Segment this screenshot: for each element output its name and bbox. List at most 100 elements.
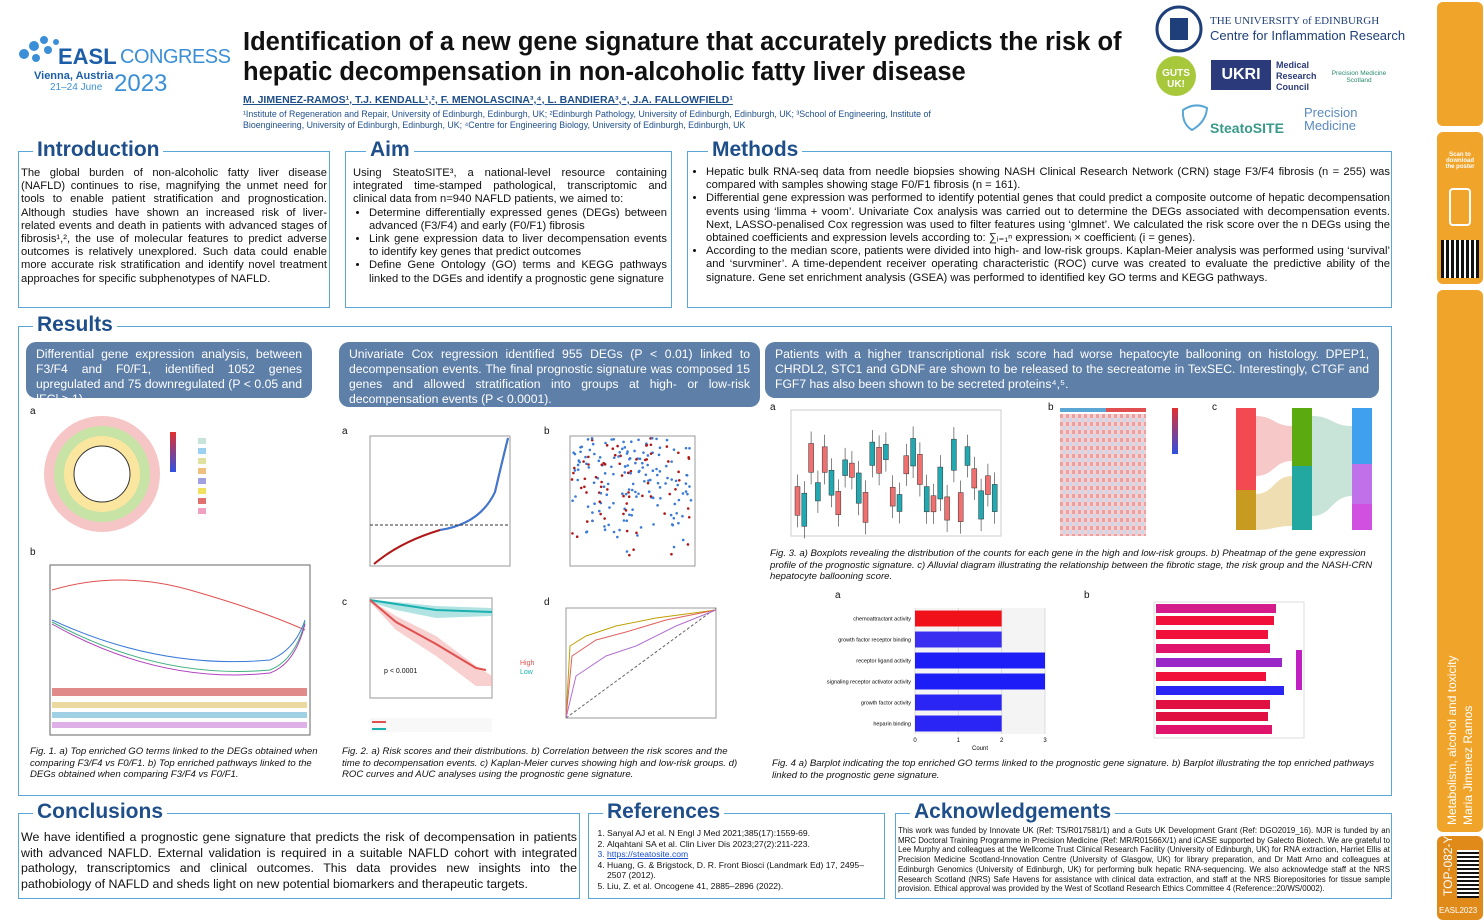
scatter-dot [655,473,659,477]
scatter-dot [612,437,616,441]
presenter-text: Maria Jimenez Ramos [1461,705,1475,825]
scatter-dot [677,451,680,455]
scatter-dot [649,443,653,447]
scatter-dot [641,494,644,498]
scatter-dot [625,452,629,455]
scatter-dot [686,543,690,546]
scatter-dot [620,474,624,477]
scatter-dot [618,451,622,454]
scatter-dot [646,481,650,485]
box [944,496,950,521]
scatter-dot [630,488,634,492]
scatter-dot [688,446,691,450]
scatter-dot [672,448,676,451]
scatter-dot [670,460,673,463]
scatter-dot [604,441,607,445]
logo-dots [19,36,59,62]
scatter-dot [616,535,619,539]
scatter-dot [586,505,590,508]
box [991,484,998,512]
scatter-dot [687,515,691,519]
box [883,444,889,460]
logo-year: 2023 [114,70,168,97]
fig1a-circos [44,416,206,532]
panel-label: b [1084,590,1090,601]
box [903,455,910,475]
scatter-dot [603,528,607,531]
scatter-dot [641,466,645,469]
scatter-dot [673,502,677,506]
uni-name: THE UNIVERSITY of EDINBURGH [1210,15,1380,27]
scatter-dot [618,528,621,532]
scatter-dot [685,473,689,477]
box [978,490,984,520]
scatter-dot [606,482,610,486]
scatter-dot [634,461,637,465]
box [808,443,814,473]
references-heading: References [603,800,725,824]
scatter-dot [579,450,582,454]
scatter-dot [655,467,658,471]
scatter-dot [590,437,594,440]
fig2b-scatter [569,435,696,567]
scatter-dot [571,499,574,503]
scatter-dot [621,492,624,495]
scatter-dot [658,470,662,473]
figure-caption: Fig. 1. a) Top enriched GO terms linked … [30,746,318,780]
x-tick-label: 0 [913,738,917,744]
scatter-dot [600,480,603,484]
box [951,438,957,471]
code-text: TOP-082-YI [1441,832,1455,896]
methods-heading: Methods [708,138,803,162]
scatter-dot [593,452,596,456]
fig1b-gsea [49,564,311,736]
bar [915,610,1002,627]
scatter-dot [598,456,602,459]
scatter-dot [572,451,575,454]
sidebar-brand [1437,2,1483,126]
scatter-dot [646,463,649,467]
box [937,466,944,500]
introduction-text: The global burden of non-alcoholic fatty… [21,167,327,285]
scatter-dot [592,481,596,485]
panel-label: b [30,547,36,558]
scatter-dot [577,459,581,462]
scatter-dot [598,500,602,504]
scatter-dot [665,438,669,442]
scatter-dot [623,471,627,474]
y-tick-label: chemoattractant activity [853,617,911,623]
figure-caption: Fig. 2. a) Risk scores and their distrib… [342,746,738,780]
scatter-dot [675,512,678,515]
reference-item: https://steatosite.com [607,849,883,860]
panel-label: c [342,597,347,608]
scatter-dot [649,452,653,455]
scatter-dot [638,457,642,461]
scatter-dot [618,462,622,466]
box [801,492,808,527]
scatter-dot [677,479,681,482]
scatter-dot [610,438,613,441]
topic-text: Metabolism, alcohol and toxicity [1445,655,1459,825]
scatter-dot [617,455,620,458]
scatter-dot [677,521,680,525]
scatter-dot [585,491,588,494]
scatter-dot [608,506,611,509]
box [917,454,923,485]
scatter-dot [677,498,681,502]
y-tick-label: growth factor receptor binding [838,638,911,644]
y-tick-label: signaling receptor activator activity [827,680,911,686]
scatter-dot [686,507,690,510]
scatter-dot [583,477,587,481]
panel-label: b [1048,402,1054,413]
scatter-dot [570,478,574,481]
guts-logo: GUTS UK! [1156,56,1196,96]
scatter-dot [689,498,693,502]
introduction-heading: Introduction [33,138,164,162]
scatter-dot [629,469,633,473]
fig3a-boxplots [790,409,1002,539]
box [815,482,821,502]
scatter-dot [624,509,628,512]
scatter-dot [591,519,594,523]
scatter-dot [625,502,629,505]
